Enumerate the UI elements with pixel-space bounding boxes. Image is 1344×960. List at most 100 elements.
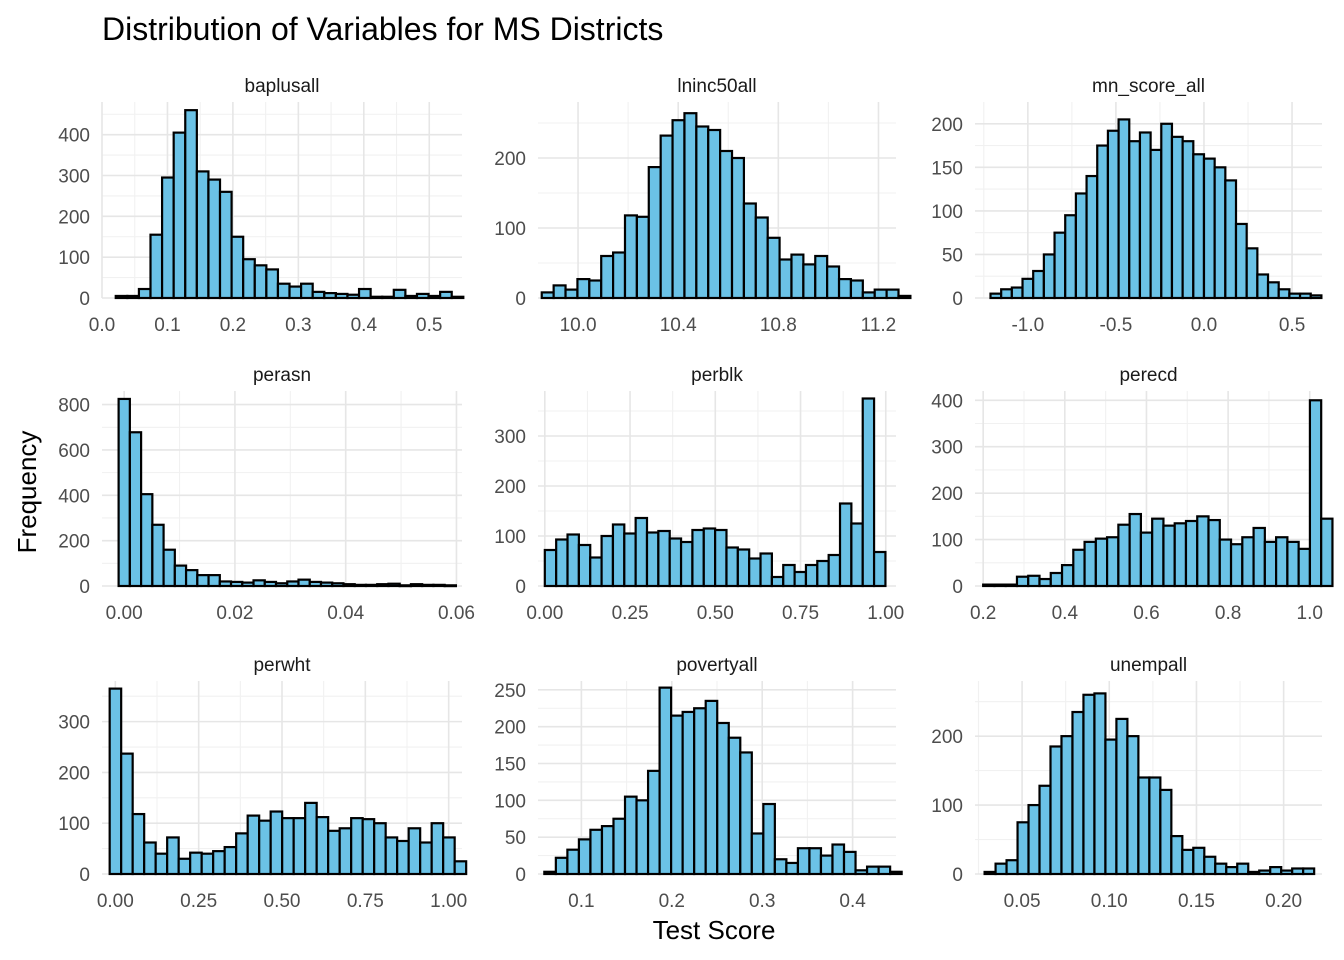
histogram-bar	[432, 583, 446, 588]
x-tick-label: 0.4	[351, 315, 378, 336]
histogram-bar	[748, 557, 762, 588]
histogram-bar	[838, 502, 853, 588]
histogram-bar	[1288, 292, 1302, 300]
histogram-bar	[1064, 214, 1077, 300]
histogram-bar	[200, 852, 215, 876]
y-tick-label: 100	[494, 527, 526, 548]
histogram-bar	[331, 582, 345, 588]
histogram-bar	[1010, 286, 1024, 300]
histogram-bar	[143, 841, 157, 876]
histogram-bar	[361, 818, 376, 876]
histogram-bar	[742, 202, 757, 300]
histogram-bar	[716, 721, 730, 876]
x-tick-label: -1.0	[1011, 315, 1044, 336]
y-tick-label: 100	[494, 219, 526, 240]
x-tick-label: 0.00	[97, 891, 134, 912]
x-tick-label: 0.00	[106, 603, 143, 624]
histogram-bar	[1032, 269, 1045, 300]
facet-label: mn_score_all	[1092, 76, 1205, 97]
histogram-bar	[398, 584, 413, 588]
histogram-bar	[453, 860, 468, 876]
histogram-bar	[1160, 122, 1174, 300]
histogram-bar	[982, 583, 996, 588]
y-tick-label: 50	[942, 245, 963, 266]
x-tick-label: 0.75	[782, 603, 819, 624]
histogram-bar	[826, 265, 841, 300]
histogram-bar	[207, 178, 222, 300]
histogram-bar	[323, 292, 337, 300]
histogram-bar	[1234, 222, 1248, 300]
y-tick-label: 200	[494, 477, 526, 498]
histogram-bar	[1137, 776, 1151, 876]
histogram-bar	[162, 548, 176, 588]
histogram-bar	[600, 825, 615, 876]
histogram-bar	[114, 294, 129, 300]
histogram-bar	[1128, 512, 1143, 588]
histogram-bar	[1252, 526, 1266, 588]
histogram-bar	[1162, 524, 1176, 588]
y-tick-label: 0	[79, 577, 90, 598]
y-tick-label: 0	[79, 289, 90, 310]
histogram-bar	[292, 817, 307, 876]
histogram-bar	[725, 546, 739, 588]
histogram-bar	[319, 581, 334, 588]
histogram-bar	[1094, 537, 1109, 588]
x-tick-label: 0.00	[526, 603, 563, 624]
y-tick-label: 200	[58, 532, 90, 553]
histogram-bar	[647, 166, 662, 300]
panels-group: 0.0 0.1 0.2 0.3 0.4 0.50100200300400baplusall…	[58, 76, 1334, 912]
histogram-bar	[1016, 821, 1030, 876]
histogram-bar	[668, 537, 683, 588]
x-tick-label: 0.50	[264, 891, 301, 912]
x-tick-label: 10.4	[660, 315, 697, 336]
y-tick-label: 200	[931, 727, 963, 748]
facet-label: perblk	[691, 365, 743, 386]
histogram-bar	[657, 529, 671, 588]
histogram-bar	[439, 290, 453, 300]
histogram-bar	[739, 751, 753, 876]
facet-label: baplusall	[245, 76, 320, 97]
histogram-bar	[196, 574, 210, 588]
histogram-bar	[1170, 135, 1184, 300]
x-tick-label: 1.00	[430, 891, 467, 912]
histogram-bar	[235, 832, 249, 876]
histogram-bar	[1225, 866, 1239, 876]
histogram-bar	[827, 553, 842, 588]
histogram-bar	[719, 149, 734, 300]
histogram-bar	[117, 397, 131, 588]
histogram-bar	[1291, 867, 1305, 876]
x-tick-label: 0.4	[839, 891, 866, 912]
histogram-bar	[286, 580, 300, 588]
x-tick-label: 0.6	[1133, 603, 1159, 624]
histogram-bar	[149, 233, 164, 300]
histogram-bar	[246, 814, 261, 876]
histogram-bar	[218, 580, 233, 588]
histogram-bar	[353, 583, 368, 588]
histogram-bar	[218, 190, 233, 300]
histogram-bar	[120, 752, 134, 876]
histogram-bar	[1308, 399, 1323, 588]
histogram-bar	[1245, 247, 1259, 300]
facet-label: perwht	[253, 655, 311, 676]
x-tick-label: 1.00	[867, 603, 904, 624]
histogram-bar	[137, 287, 152, 300]
histogram-bar	[1173, 522, 1188, 588]
histogram-bar	[443, 584, 458, 588]
histogram-bar	[850, 522, 864, 588]
y-tick-label: 0	[79, 865, 90, 886]
histogram-bar	[350, 817, 364, 876]
histogram-bar	[376, 583, 390, 588]
histogram-bar	[1053, 231, 1067, 300]
histogram-bar	[1000, 288, 1013, 300]
histogram-bar	[566, 533, 580, 588]
x-tick-label: 0.0	[1191, 315, 1217, 336]
y-tick-label: 100	[931, 796, 963, 817]
histogram-bar	[612, 817, 627, 876]
histogram-bar	[1275, 536, 1289, 588]
histogram-bar	[252, 579, 266, 588]
histogram-bar	[1083, 540, 1097, 588]
histogram-bar	[173, 564, 188, 588]
histogram-bar	[1218, 538, 1233, 588]
histogram-bar	[396, 839, 410, 876]
histogram-bar	[140, 493, 154, 588]
